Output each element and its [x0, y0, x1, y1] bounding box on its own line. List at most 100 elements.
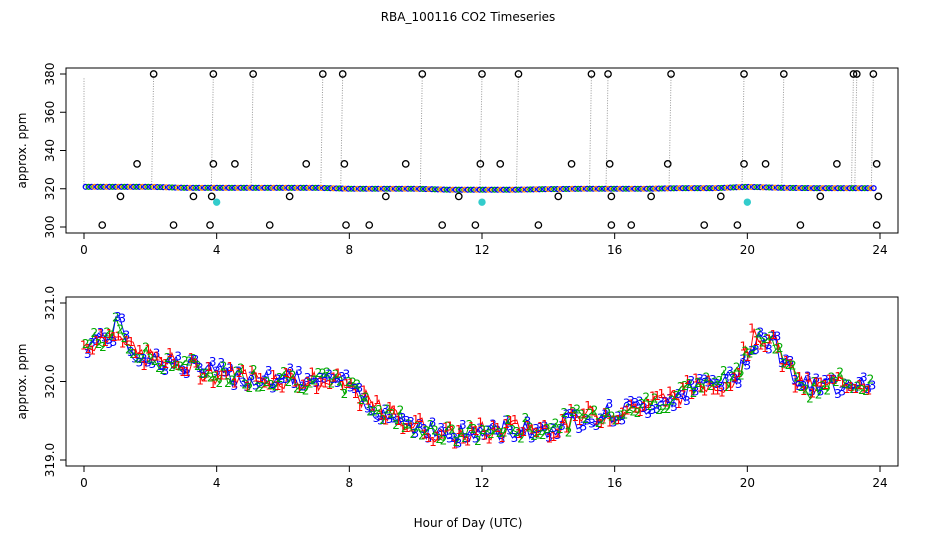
baseline-point	[536, 186, 543, 193]
series-3-marker: 3	[261, 374, 269, 388]
series-1-marker: 1	[839, 376, 847, 390]
baseline-point	[404, 185, 412, 192]
series-2-marker: 2	[862, 384, 870, 398]
series-1-marker: 1	[675, 397, 683, 411]
baseline-point	[509, 186, 516, 193]
series-3-marker: 3	[623, 397, 631, 411]
baseline-point	[225, 184, 232, 191]
series-3-marker: 3	[614, 409, 622, 423]
low-outlier-point	[169, 221, 178, 229]
series-3-marker: 3	[558, 419, 566, 433]
series-2-marker: 2	[353, 378, 361, 392]
series-2-marker: 2	[819, 379, 827, 393]
baseline-point	[733, 184, 740, 191]
series-2-marker: 2	[272, 380, 280, 394]
series-1-marker: 1	[395, 414, 403, 428]
series-3-marker: 3	[265, 364, 273, 378]
series-3-marker: 3	[170, 357, 178, 371]
spike-line	[250, 73, 254, 188]
baseline-point	[858, 185, 865, 192]
high-outlier-point	[338, 70, 347, 78]
series-3-marker: 3	[472, 431, 480, 445]
series-3-marker: 3	[825, 372, 833, 386]
series-1-marker: 1	[770, 328, 778, 342]
series-3-marker: 3	[739, 353, 747, 367]
series-1-marker: 1	[619, 406, 627, 420]
series-2-marker: 2	[112, 311, 120, 325]
series-3-marker: 3	[127, 345, 135, 359]
series-3-marker: 3	[851, 382, 859, 396]
baseline-point	[790, 184, 797, 191]
series-2-marker: 2	[241, 377, 249, 391]
series-2-marker: 2	[470, 422, 478, 436]
series-1-marker: 1	[308, 365, 316, 379]
series-1-marker: 1	[774, 342, 782, 356]
series-3-marker: 3	[808, 385, 816, 399]
series-3-marker: 3	[692, 384, 700, 398]
baseline-point	[139, 183, 146, 190]
series-1-marker: 1	[93, 334, 101, 348]
high-outlier-point	[209, 70, 218, 78]
baseline-point	[643, 185, 650, 192]
series-3-marker: 3	[869, 378, 877, 392]
series-2-marker: 2	[358, 393, 366, 407]
series-3-marker: 3	[821, 373, 829, 387]
series-1-marker: 1	[222, 369, 230, 383]
series-2-marker: 2	[556, 422, 564, 436]
series-2-marker: 2	[707, 379, 715, 393]
baseline-point	[846, 185, 853, 192]
series-2-marker: 2	[724, 380, 732, 394]
series-2-marker: 2	[828, 371, 836, 385]
high-outlier-point	[587, 70, 596, 78]
series-2-marker: 2	[595, 416, 603, 430]
baseline-point	[793, 184, 800, 192]
baseline-point	[557, 185, 564, 193]
series-2-marker: 2	[694, 376, 702, 390]
baseline-point	[393, 185, 400, 192]
series-line-2	[85, 315, 871, 444]
series-2-marker: 2	[134, 352, 142, 366]
series-1-marker: 1	[300, 378, 308, 392]
series-2-marker: 2	[375, 403, 383, 417]
baseline-point	[655, 185, 662, 192]
series-3-marker: 3	[666, 392, 674, 406]
series-2-marker: 2	[427, 418, 435, 432]
series-1-marker: 1	[722, 380, 730, 394]
series-1-marker: 1	[455, 423, 463, 437]
baseline-point	[207, 184, 215, 191]
baseline-point	[228, 184, 235, 191]
series-1-marker: 1	[364, 393, 372, 407]
series-2-marker: 2	[237, 361, 245, 375]
baseline-point	[121, 183, 128, 190]
series-2-marker: 2	[793, 371, 801, 385]
baseline-point	[819, 185, 827, 192]
series-3-marker: 3	[355, 381, 363, 395]
baseline-point	[757, 184, 764, 191]
baseline-point	[796, 184, 803, 192]
baseline-point	[204, 184, 212, 191]
series-2-marker: 2	[422, 424, 430, 438]
series-2-marker: 2	[621, 408, 629, 422]
series-2-marker: 2	[690, 386, 698, 400]
series-1-marker: 1	[252, 371, 260, 385]
high-outlier-point	[852, 70, 861, 78]
series-3-marker: 3	[446, 432, 454, 446]
series-3-marker: 3	[373, 411, 381, 425]
series-2-marker: 2	[177, 359, 185, 373]
series-1-marker: 1	[589, 404, 597, 418]
x-tick-label: 12	[474, 476, 489, 490]
series-2-marker: 2	[121, 331, 129, 345]
baseline-point	[739, 183, 746, 191]
series-1-marker: 1	[231, 377, 239, 391]
baseline-point	[676, 185, 683, 192]
series-2-marker: 2	[651, 391, 659, 405]
series-2-marker: 2	[685, 377, 693, 391]
series-2-marker: 2	[384, 402, 392, 416]
series-2-marker: 2	[780, 357, 788, 371]
baseline-point	[309, 184, 316, 191]
series-2-marker: 2	[164, 351, 172, 365]
series-1-marker: 1	[175, 359, 183, 373]
series-1-marker: 1	[235, 366, 243, 380]
series-3-marker: 3	[243, 380, 251, 394]
